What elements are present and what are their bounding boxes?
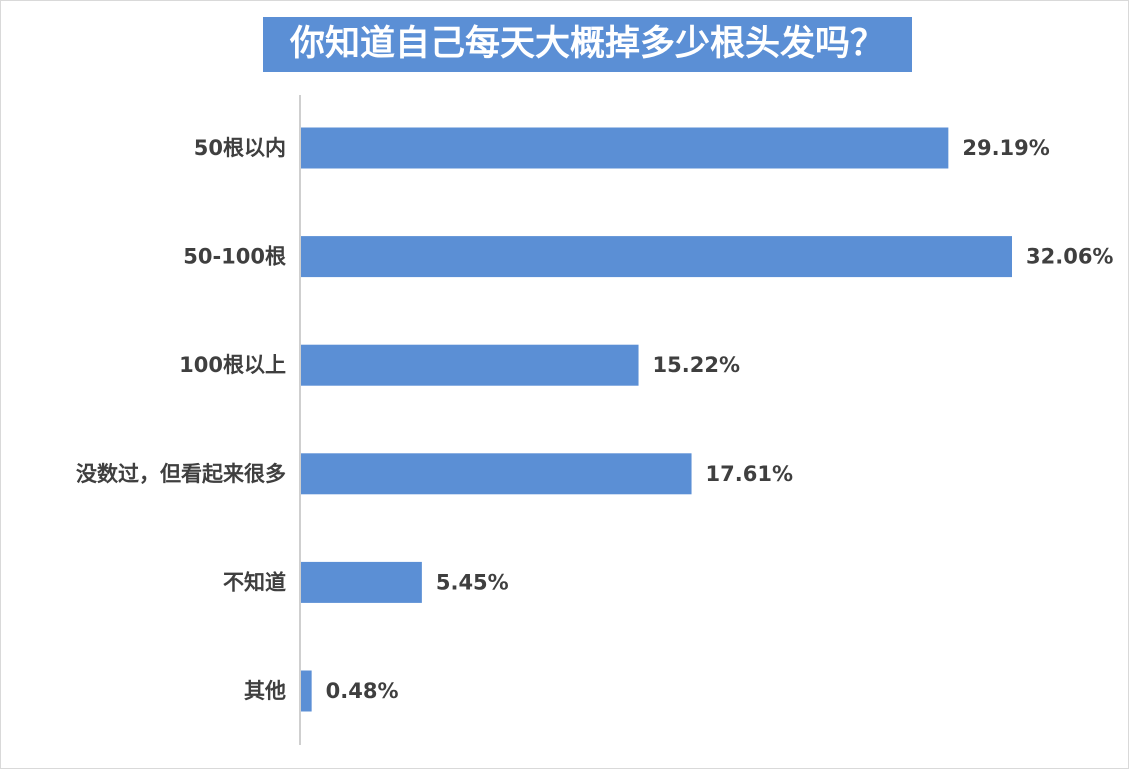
category-label-1: 50-100根 — [183, 245, 286, 269]
category-label-5: 其他 — [244, 679, 286, 703]
category-label-4: 不知道 — [223, 570, 286, 594]
category-label-3: 没数过，但看起来很多 — [76, 462, 286, 486]
bar-3 — [301, 453, 692, 495]
value-label-4: 5.45% — [436, 570, 509, 594]
value-label-2: 15.22% — [653, 353, 740, 377]
bar-5 — [301, 670, 312, 712]
value-label-5: 0.48% — [326, 679, 399, 703]
value-label-3: 17.61% — [706, 462, 793, 486]
category-label-2: 100根以上 — [179, 353, 286, 377]
value-label-0: 29.19% — [962, 136, 1049, 160]
bars-group: 50根以内 29.19% 50-100根 32.06% 100根以上 15.22% 没数过，… — [76, 127, 1113, 712]
bar-1 — [301, 236, 1012, 278]
category-label-0: 50根以内 — [194, 136, 286, 160]
chart-title: 你知道自己每天大概掉多少根头发吗？ — [263, 17, 912, 72]
bar-4 — [301, 561, 422, 603]
bar-0 — [301, 127, 949, 169]
value-label-1: 32.06% — [1026, 245, 1113, 269]
bar-2 — [301, 344, 639, 386]
